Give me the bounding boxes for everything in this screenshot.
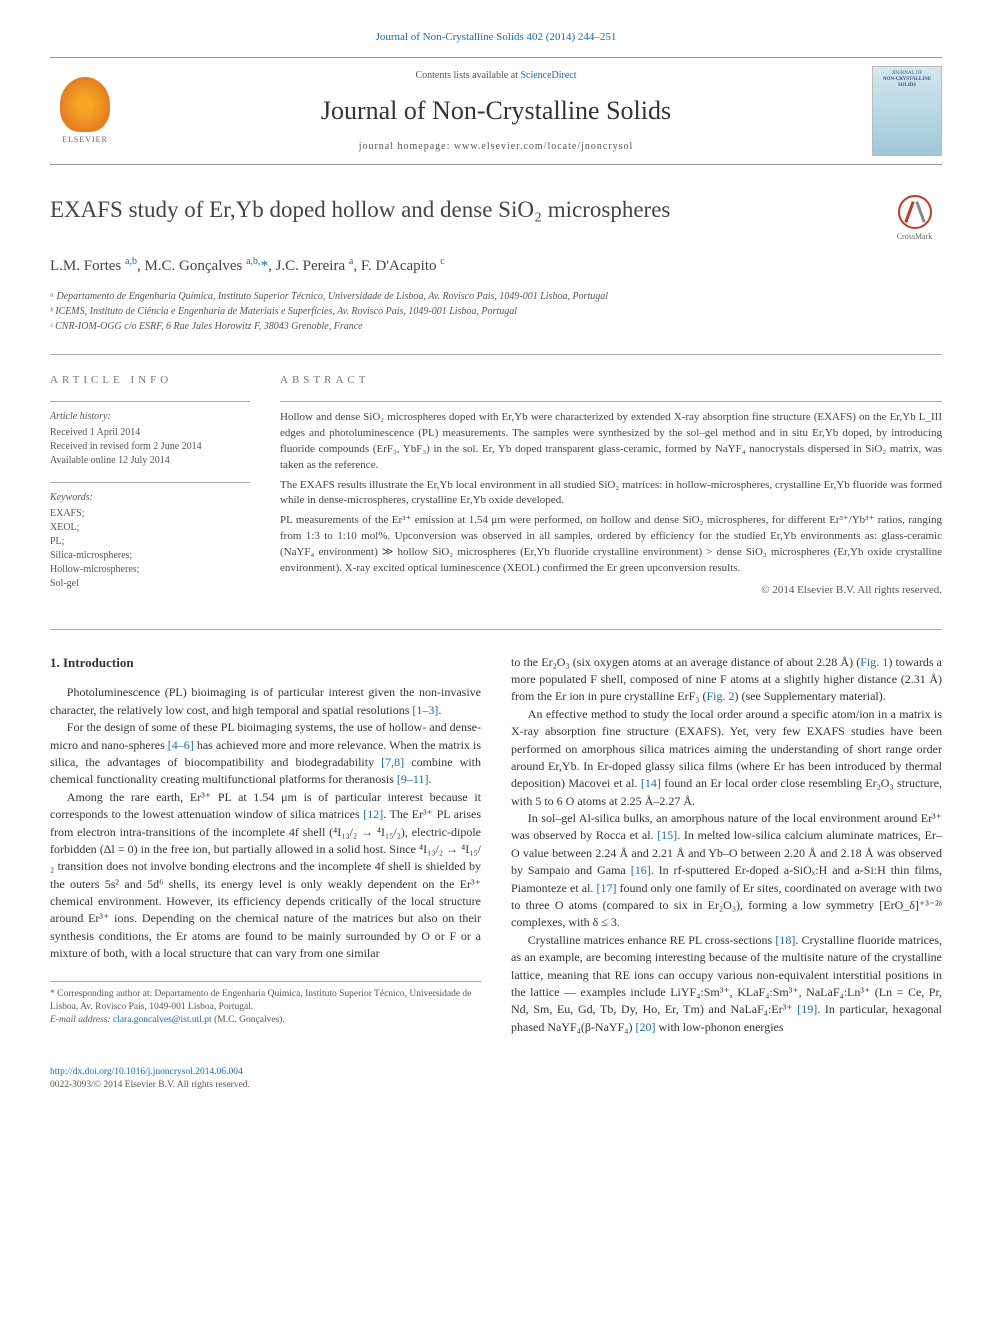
keyword-item: Hollow-microspheres; [50, 563, 250, 577]
abstract-paragraph: PL measurements of the Er³⁺ emission at … [280, 513, 942, 577]
keyword-item: Sol-gel [50, 577, 250, 591]
left-column: 1. Introduction Photoluminescence (PL) b… [50, 654, 481, 1037]
keyword-item: EXAFS; [50, 507, 250, 521]
journal-title: Journal of Non-Crystalline Solids [120, 93, 872, 129]
keywords-block: Keywords: EXAFS;XEOL;PL;Silica-microsphe… [50, 482, 250, 591]
abstract-text: Hollow and dense SiO₂ microspheres doped… [280, 401, 942, 577]
issn-line: 0022-3093/© 2014 Elsevier B.V. All right… [50, 1080, 250, 1090]
journal-citation[interactable]: Journal of Non-Crystalline Solids 402 (2… [50, 30, 942, 45]
body-paragraph: An effective method to study the local o… [511, 706, 942, 810]
authors-line: L.M. Fortes a,b, M.C. Gonçalves a,b,*, J… [50, 256, 942, 277]
affiliation-line: ᶜ CNR-IOM-OGG c/o ESRF, 6 Rue Jules Horo… [50, 319, 942, 334]
article-info-label: article info [50, 373, 250, 388]
elsevier-label: ELSEVIER [62, 134, 108, 145]
intro-heading: 1. Introduction [50, 654, 481, 673]
info-abstract-row: article info Article history: Received 1… [50, 354, 942, 598]
abstract-copyright: © 2014 Elsevier B.V. All rights reserved… [280, 583, 942, 598]
body-paragraph: to the Er₂O₃ (six oxygen atoms at an ave… [511, 654, 942, 706]
article-history: Article history: Received 1 April 2014Re… [50, 401, 250, 468]
body-paragraph: Photoluminescence (PL) bioimaging is of … [50, 684, 481, 719]
homepage-prefix: journal homepage: [359, 141, 454, 152]
homepage-url[interactable]: www.elsevier.com/locate/jnoncrysol [454, 141, 633, 152]
cover-title-text: NON-CRYSTALLINE SOLIDS [877, 77, 937, 89]
doi-link[interactable]: http://dx.doi.org/10.1016/j.jnoncrysol.2… [50, 1067, 243, 1077]
title-row: EXAFS study of Er,Yb doped hollow and de… [50, 195, 942, 250]
body-columns: 1. Introduction Photoluminescence (PL) b… [50, 629, 942, 1037]
keyword-item: PL; [50, 535, 250, 549]
article-title: EXAFS study of Er,Yb doped hollow and de… [50, 195, 867, 225]
history-item: Available online 12 July 2014 [50, 454, 250, 468]
body-paragraph: Crystalline matrices enhance RE PL cross… [511, 932, 942, 1036]
footnote-separator: * Corresponding author at: Departamento … [50, 981, 481, 1028]
body-paragraph: Among the rare earth, Er³⁺ PL at 1.54 μm… [50, 789, 481, 963]
keywords-label: Keywords: [50, 491, 250, 505]
publisher-header: ELSEVIER Contents lists available at Sci… [50, 57, 942, 165]
crossmark-label: CrossMark [897, 231, 933, 242]
body-paragraph: In sol–gel Al-silica bulks, an amorphous… [511, 810, 942, 932]
email-line: E-mail address: clara.goncalves@ist.utl.… [50, 1014, 481, 1027]
corresponding-author-note: * Corresponding author at: Departamento … [50, 988, 481, 1015]
elsevier-tree-icon [60, 77, 110, 132]
journal-cover-thumbnail[interactable]: JOURNAL OF NON-CRYSTALLINE SOLIDS [872, 66, 942, 156]
sciencedirect-link[interactable]: ScienceDirect [520, 70, 576, 81]
affiliation-line: ᵃ Departamento de Engenharia Química, In… [50, 289, 942, 304]
history-item: Received 1 April 2014 [50, 426, 250, 440]
journal-homepage: journal homepage: www.elsevier.com/locat… [120, 140, 872, 154]
history-item: Received in revised form 2 June 2014 [50, 440, 250, 454]
contents-line: Contents lists available at ScienceDirec… [120, 69, 872, 83]
page-footer: http://dx.doi.org/10.1016/j.jnoncrysol.2… [50, 1066, 942, 1093]
keyword-item: Silica-microspheres; [50, 549, 250, 563]
body-paragraph: For the design of some of these PL bioim… [50, 719, 481, 789]
header-center: Contents lists available at ScienceDirec… [120, 69, 872, 153]
abstract-label: abstract [280, 373, 942, 388]
article-info-column: article info Article history: Received 1… [50, 373, 250, 598]
email-suffix: (M.C. Gonçalves). [212, 1015, 285, 1025]
email-label: E-mail address: [50, 1015, 113, 1025]
email-link[interactable]: clara.goncalves@ist.utl.pt [113, 1015, 212, 1025]
crossmark-icon [898, 195, 932, 229]
keyword-item: XEOL; [50, 521, 250, 535]
abstract-paragraph: Hollow and dense SiO₂ microspheres doped… [280, 410, 942, 474]
crossmark-badge[interactable]: CrossMark [887, 195, 942, 250]
abstract-paragraph: The EXAFS results illustrate the Er,Yb l… [280, 478, 942, 510]
abstract-column: abstract Hollow and dense SiO₂ microsphe… [280, 373, 942, 598]
affiliations-block: ᵃ Departamento de Engenharia Química, In… [50, 289, 942, 334]
affiliation-line: ᵇ ICEMS, Instituto de Ciência e Engenhar… [50, 304, 942, 319]
history-label: Article history: [50, 410, 250, 424]
elsevier-logo[interactable]: ELSEVIER [50, 71, 120, 151]
right-column: to the Er₂O₃ (six oxygen atoms at an ave… [511, 654, 942, 1037]
contents-prefix: Contents lists available at [415, 70, 520, 81]
